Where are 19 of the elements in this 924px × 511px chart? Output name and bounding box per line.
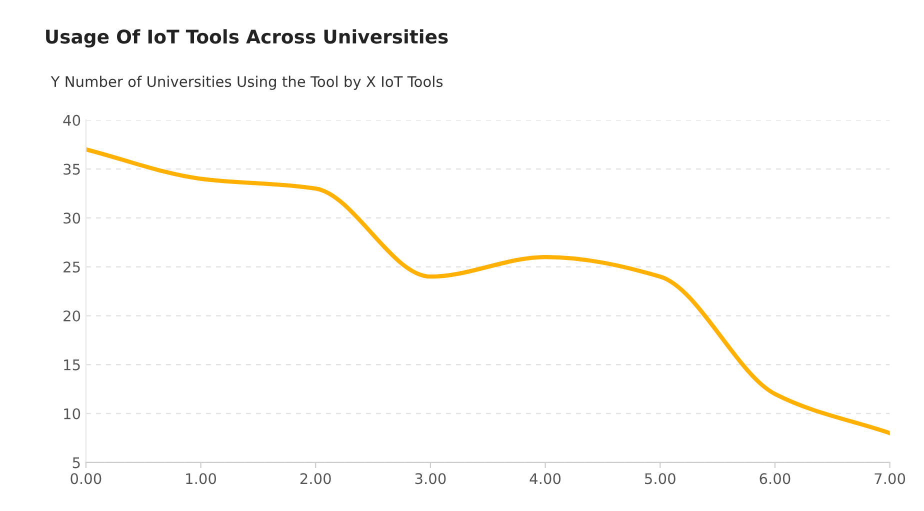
x-tick-label: 7.00 — [874, 473, 906, 484]
y-tick-label: 10 — [64, 408, 80, 420]
x-tick-label: 6.00 — [760, 473, 790, 484]
x-tick-label: 1.00 — [186, 473, 216, 484]
x-tick-label: 5.00 — [645, 473, 676, 484]
line-series — [86, 147, 890, 436]
x-tick-label: 0.00 — [70, 473, 102, 484]
y-tick-label: 15 — [64, 360, 80, 370]
chart-subtitle: Y Number of Universities Using the Tool by X IoT Tools — [50, 76, 443, 90]
y-tick-label: 5 — [72, 457, 80, 468]
y-tick-label: 20 — [64, 310, 80, 322]
x-tick-label: 2.00 — [300, 473, 331, 484]
x-tick-label: 4.00 — [530, 473, 561, 484]
y-tick-label: 35 — [64, 164, 80, 175]
chart-title: Usage Of IoT Tools Across Universities — [46, 29, 448, 48]
x-tick-label: 3.00 — [415, 473, 446, 484]
y-tick-label: 30 — [64, 212, 80, 224]
y-tick-label: 40 — [63, 114, 80, 126]
y-tick-label: 25 — [64, 262, 80, 273]
